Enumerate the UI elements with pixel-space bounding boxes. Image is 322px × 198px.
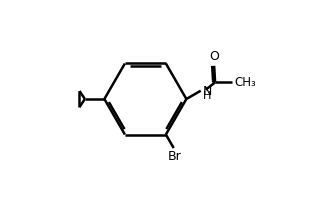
Text: N: N: [203, 85, 213, 98]
Text: H: H: [203, 90, 212, 101]
Text: CH₃: CH₃: [234, 76, 256, 89]
Text: Br: Br: [168, 150, 182, 163]
Text: O: O: [209, 50, 219, 63]
